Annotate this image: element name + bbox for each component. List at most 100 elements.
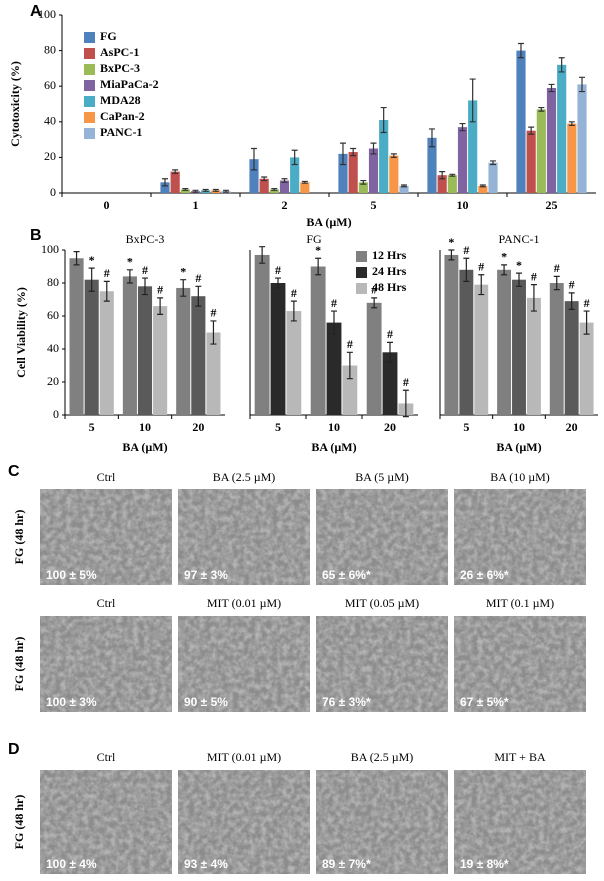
x-tick-label: 5: [275, 420, 281, 434]
significance-mark: #: [531, 269, 537, 283]
bar: [444, 254, 459, 415]
x-tick-label: 5: [89, 420, 95, 434]
y-tick-label: 100: [41, 242, 59, 256]
bar: [399, 185, 409, 193]
error-bar: [568, 121, 575, 126]
significance-mark: #: [104, 266, 110, 280]
bar: [368, 148, 379, 193]
bar: [382, 352, 398, 415]
x-tick-label: 0: [104, 198, 110, 212]
error-bar: [371, 297, 378, 309]
error-bar: [449, 173, 456, 177]
legend-swatch: [356, 267, 367, 278]
y-tick-label: 0: [53, 407, 59, 421]
row-label: FG (48 hr): [12, 510, 26, 565]
bar: [358, 182, 368, 193]
viability-label: 67 ± 5%*: [460, 695, 509, 709]
bar: [427, 137, 437, 193]
x-tick-label: 20: [566, 420, 578, 434]
bar: [468, 100, 478, 193]
bar: [348, 152, 358, 193]
significance-mark: #: [157, 283, 163, 297]
legend-label: MDA28: [100, 93, 141, 107]
legend-label: BxPC-3: [100, 61, 140, 75]
error-bar: [428, 128, 435, 148]
bar: [366, 302, 382, 415]
y-tick-label: 60: [44, 78, 56, 92]
x-tick-label: 10: [513, 420, 525, 434]
error-bar: [182, 187, 189, 191]
bar: [557, 64, 567, 193]
error-bar: [579, 76, 586, 93]
bar: [99, 291, 114, 415]
error-bar: [479, 184, 486, 188]
error-bar: [271, 187, 278, 191]
x-tick-label: 10: [139, 420, 151, 434]
viability-label: 89 ± 7%*: [322, 857, 371, 871]
x-tick-label: 25: [546, 198, 558, 212]
error-bar: [259, 246, 266, 264]
x-tick-label: 20: [192, 420, 204, 434]
row-label: FG (48 hr): [12, 795, 26, 850]
significance-mark: #: [331, 296, 337, 310]
bar: [516, 50, 526, 193]
legend-swatch: [84, 80, 95, 91]
y-tick-label: 0: [50, 185, 56, 199]
y-tick-label: 20: [47, 374, 59, 388]
row-label: FG (48 hr): [12, 637, 26, 692]
significance-mark: *: [127, 255, 133, 269]
error-bar: [275, 277, 281, 289]
micrograph-texture: [40, 770, 172, 874]
error-bar: [202, 188, 209, 192]
micrograph-title: BA (5 µM): [355, 470, 409, 484]
bar: [474, 284, 489, 415]
x-axis-label: BA (µM): [311, 440, 356, 454]
bar: [84, 279, 99, 415]
error-bar: [350, 147, 357, 157]
error-bar: [161, 178, 168, 187]
error-bar: [346, 351, 353, 380]
bar: [338, 153, 348, 193]
error-bar: [401, 184, 408, 188]
error-bar: [195, 285, 202, 307]
error-bar: [530, 284, 537, 312]
x-axis-label: BA (µM): [496, 440, 541, 454]
significance-mark: *: [180, 264, 186, 278]
legend-swatch: [84, 64, 95, 75]
error-bar: [528, 126, 535, 135]
significance-mark: *: [315, 243, 321, 257]
legend-swatch: [84, 96, 95, 107]
error-bar: [469, 78, 476, 123]
micrograph-texture: [178, 489, 310, 585]
error-bar: [331, 310, 337, 335]
micrograph-texture: [454, 616, 586, 712]
significance-mark: #: [403, 375, 409, 389]
panel-label: A: [30, 3, 42, 20]
x-tick-label: 10: [457, 198, 469, 212]
legend-label: 12 Hrs: [372, 248, 407, 262]
y-tick-label: 80: [47, 275, 59, 289]
micrograph-title: BA (2.5 µM): [213, 470, 276, 484]
micrograph-title: MIT (0.1 µM): [486, 596, 554, 610]
bar: [526, 130, 536, 193]
error-bar: [142, 277, 148, 296]
bar: [300, 182, 310, 193]
y-axis-label: Cell Viability (%): [14, 287, 28, 378]
micrograph-texture: [40, 489, 172, 585]
y-tick-label: 100: [38, 7, 56, 21]
error-bar: [290, 300, 297, 322]
error-bar: [583, 310, 590, 335]
error-bar: [301, 180, 308, 184]
error-bar: [517, 42, 524, 59]
significance-mark: #: [569, 278, 575, 292]
bar: [497, 269, 512, 415]
bar: [536, 109, 546, 193]
error-bar: [370, 142, 377, 155]
x-tick-label: 5: [371, 198, 377, 212]
bar: [206, 332, 221, 415]
micrograph-texture: [316, 616, 448, 712]
bar: [564, 301, 579, 415]
legend-label: CaPan-2: [100, 109, 145, 123]
bar: [270, 283, 286, 415]
bar: [326, 322, 342, 415]
